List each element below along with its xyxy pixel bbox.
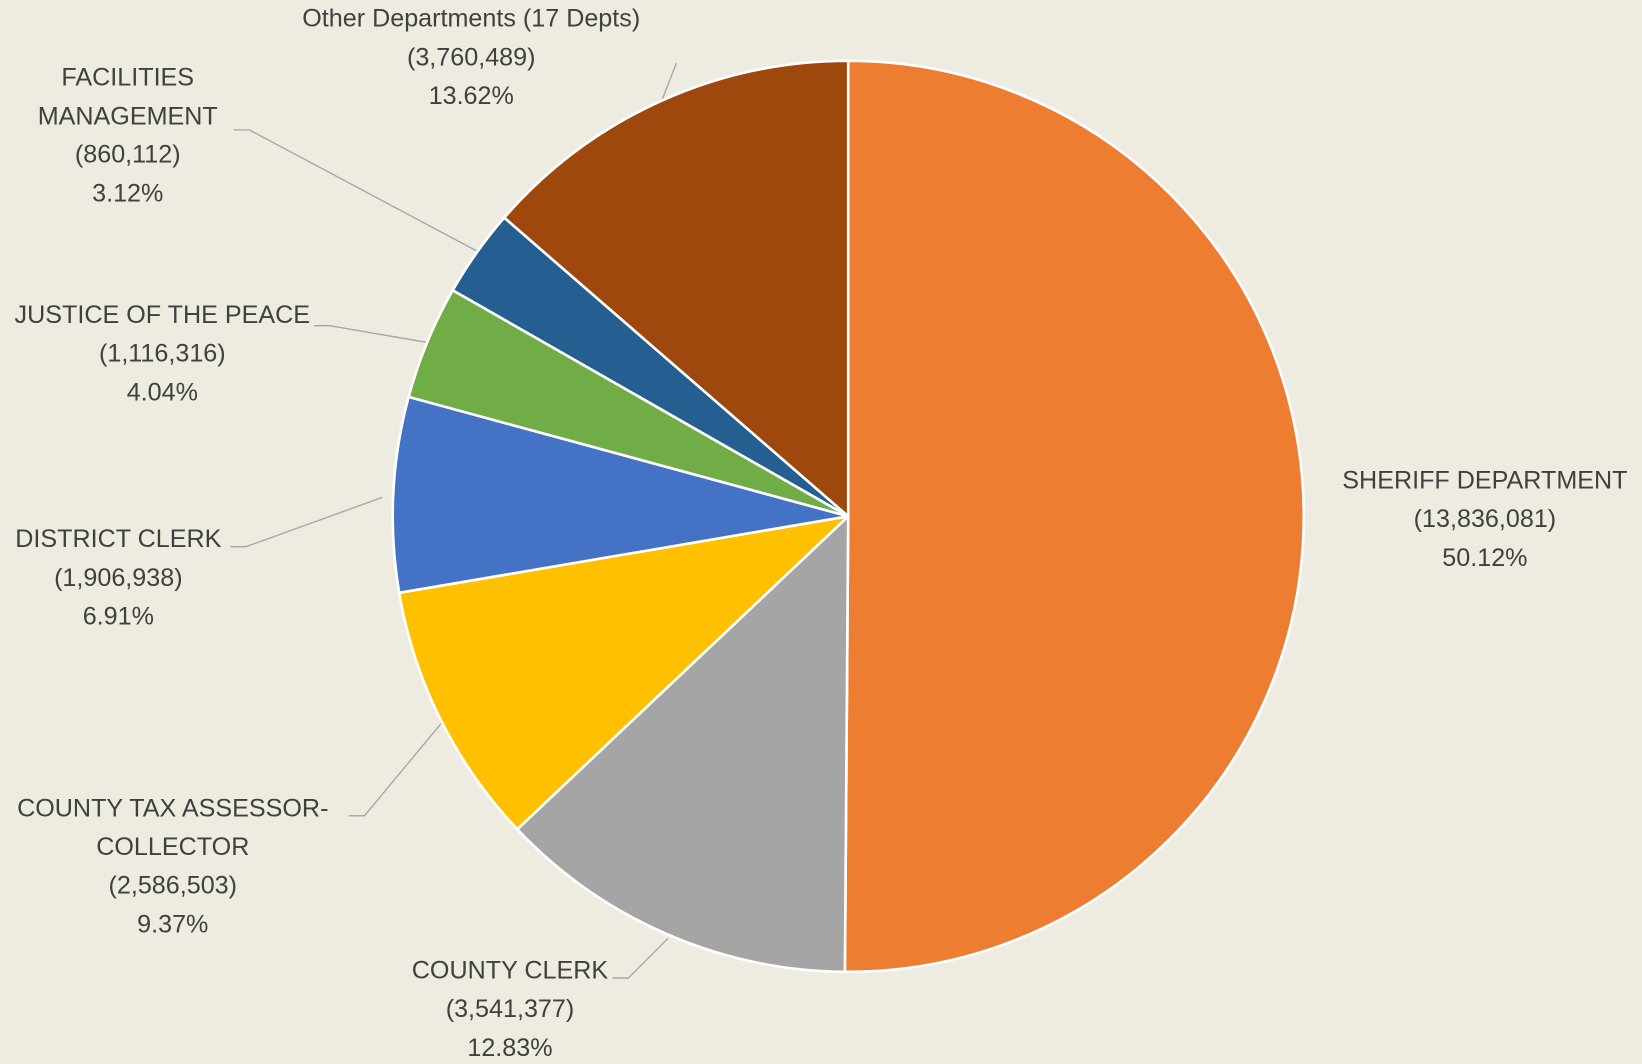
slice-label-value: (1,116,316) bbox=[99, 340, 226, 368]
slice-label-name: SHERIFF DEPARTMENT bbox=[1342, 466, 1627, 494]
pie-slice bbox=[515, 514, 850, 974]
pie-slice bbox=[502, 59, 850, 518]
leader-line bbox=[612, 937, 669, 979]
slice-label-percent: 4.04% bbox=[127, 378, 198, 406]
pie-slice bbox=[843, 59, 1306, 974]
leader-line bbox=[348, 722, 443, 817]
slice-label-value: (3,760,489) bbox=[407, 43, 536, 71]
slice-label-percent: 9.37% bbox=[137, 910, 208, 938]
slice-label-name: DISTRICT CLERK bbox=[15, 525, 221, 553]
pie-slice bbox=[391, 395, 850, 595]
leader-line bbox=[233, 129, 478, 252]
pie-slice bbox=[397, 514, 850, 831]
slice-label-value: (13,836,081) bbox=[1414, 505, 1556, 533]
slices bbox=[391, 59, 1306, 974]
slice-label-name: COUNTY CLERK bbox=[412, 956, 609, 984]
slice-label-percent: 12.83% bbox=[467, 1034, 552, 1062]
slice-label-name: COUNTY TAX ASSESSOR-COLLECTOR bbox=[17, 794, 328, 861]
slice-label-percent: 50.12% bbox=[1442, 544, 1527, 572]
slice-label-name: Other Departments (17 Depts) bbox=[302, 5, 640, 33]
slice-label-percent: 13.62% bbox=[429, 82, 514, 110]
slice-label-percent: 6.91% bbox=[83, 603, 154, 631]
leader-line bbox=[314, 325, 428, 344]
leader-line bbox=[661, 62, 678, 101]
leader-line bbox=[230, 496, 383, 548]
slice-label-percent: 3.12% bbox=[92, 179, 163, 207]
slice-label-value: (1,906,938) bbox=[54, 564, 183, 592]
slice-label-name: FACILITIES MANAGEMENT bbox=[38, 63, 218, 130]
slice-label-name: JUSTICE OF THE PEACE bbox=[15, 301, 311, 329]
slice-label-value: (3,541,377) bbox=[446, 995, 575, 1023]
slice-label-value: (2,586,503) bbox=[109, 872, 238, 900]
slice-label-value: (860,112) bbox=[75, 141, 181, 169]
